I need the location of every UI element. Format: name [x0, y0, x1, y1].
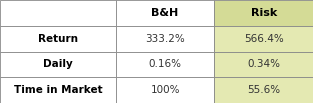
Text: B&H: B&H	[151, 8, 179, 18]
Bar	[0, 77, 116, 103]
Bar	[0, 52, 116, 77]
Bar	[116, 26, 214, 52]
Bar	[0, 0, 116, 26]
Text: 55.6%: 55.6%	[247, 85, 280, 95]
Text: 0.34%: 0.34%	[247, 59, 280, 69]
Bar	[214, 77, 313, 103]
Bar	[0, 26, 116, 52]
Bar	[116, 77, 214, 103]
Bar	[116, 52, 214, 77]
Text: Daily: Daily	[43, 59, 73, 69]
Text: 100%: 100%	[150, 85, 180, 95]
Bar	[214, 0, 313, 26]
Text: 0.16%: 0.16%	[149, 59, 182, 69]
Bar	[214, 52, 313, 77]
Bar	[214, 26, 313, 52]
Bar	[116, 0, 214, 26]
Text: 333.2%: 333.2%	[145, 34, 185, 44]
Text: Return: Return	[38, 34, 78, 44]
Text: Time in Market: Time in Market	[13, 85, 102, 95]
Text: Risk: Risk	[251, 8, 277, 18]
Text: 566.4%: 566.4%	[244, 34, 284, 44]
